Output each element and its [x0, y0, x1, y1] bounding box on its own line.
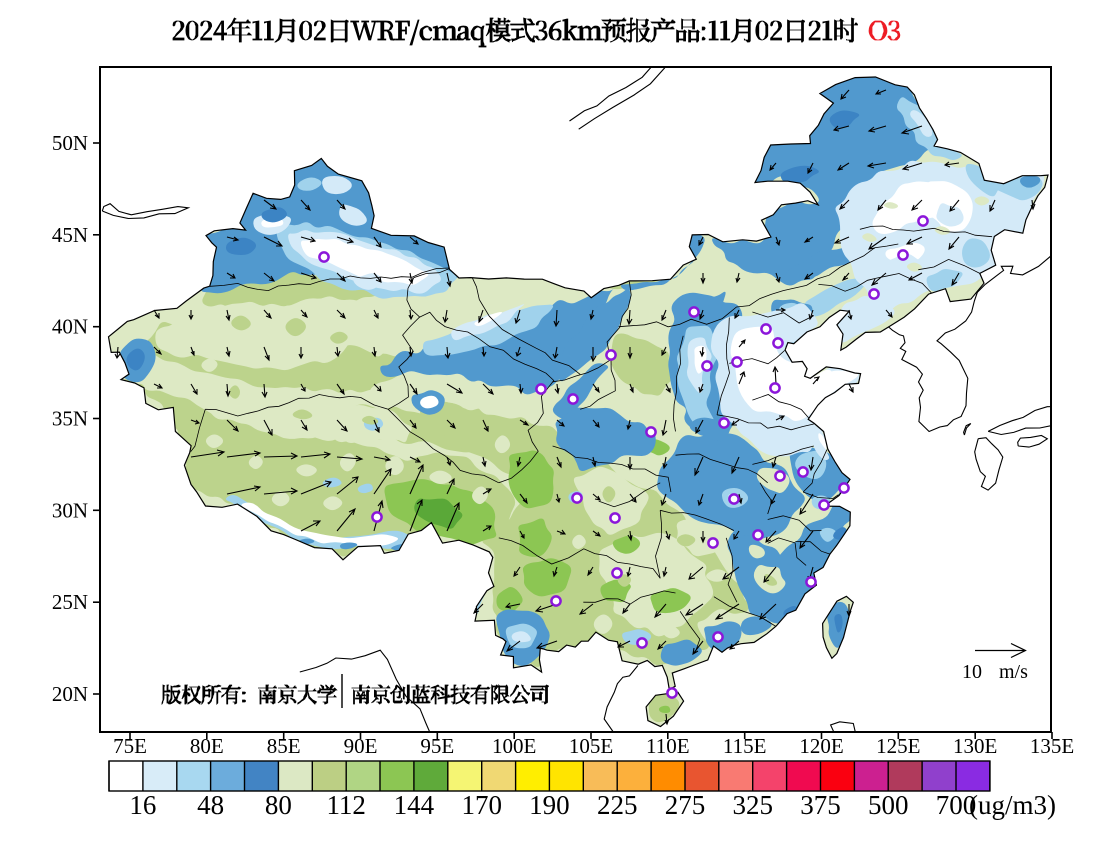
- svg-text:375: 375: [800, 790, 841, 820]
- svg-text:25N: 25N: [52, 590, 88, 614]
- svg-text:90E: 90E: [344, 734, 378, 758]
- svg-text:275: 275: [665, 790, 706, 820]
- svg-text:120E: 120E: [799, 734, 843, 758]
- svg-text:85E: 85E: [267, 734, 301, 758]
- svg-text:130E: 130E: [953, 734, 997, 758]
- svg-text:190: 190: [529, 790, 570, 820]
- svg-text:170: 170: [461, 790, 502, 820]
- svg-text:75E: 75E: [113, 734, 147, 758]
- svg-text:225: 225: [597, 790, 638, 820]
- svg-text:20N: 20N: [52, 682, 88, 706]
- svg-text:40N: 40N: [52, 315, 88, 339]
- svg-text:500: 500: [868, 790, 909, 820]
- svg-text:80: 80: [265, 790, 292, 820]
- svg-text:125E: 125E: [876, 734, 920, 758]
- svg-text:135E: 135E: [1030, 734, 1074, 758]
- svg-text:10: 10: [962, 661, 982, 683]
- svg-text:30N: 30N: [52, 498, 88, 522]
- svg-text:16: 16: [129, 790, 156, 820]
- svg-text:110E: 110E: [646, 734, 690, 758]
- svg-text:48: 48: [197, 790, 224, 820]
- svg-text:80E: 80E: [190, 734, 224, 758]
- svg-text:115E: 115E: [723, 734, 767, 758]
- svg-text:100E: 100E: [492, 734, 536, 758]
- svg-text:112: 112: [326, 790, 366, 820]
- svg-text:700: 700: [936, 790, 977, 820]
- svg-text:144: 144: [394, 790, 435, 820]
- svg-text:(ug/m3): (ug/m3): [969, 790, 1056, 820]
- svg-text:45N: 45N: [52, 223, 88, 247]
- svg-text:325: 325: [732, 790, 773, 820]
- svg-text:105E: 105E: [569, 734, 613, 758]
- svg-text:95E: 95E: [420, 734, 454, 758]
- svg-text:m/s: m/s: [999, 661, 1028, 683]
- svg-text:50N: 50N: [52, 131, 88, 155]
- svg-text:35N: 35N: [52, 407, 88, 431]
